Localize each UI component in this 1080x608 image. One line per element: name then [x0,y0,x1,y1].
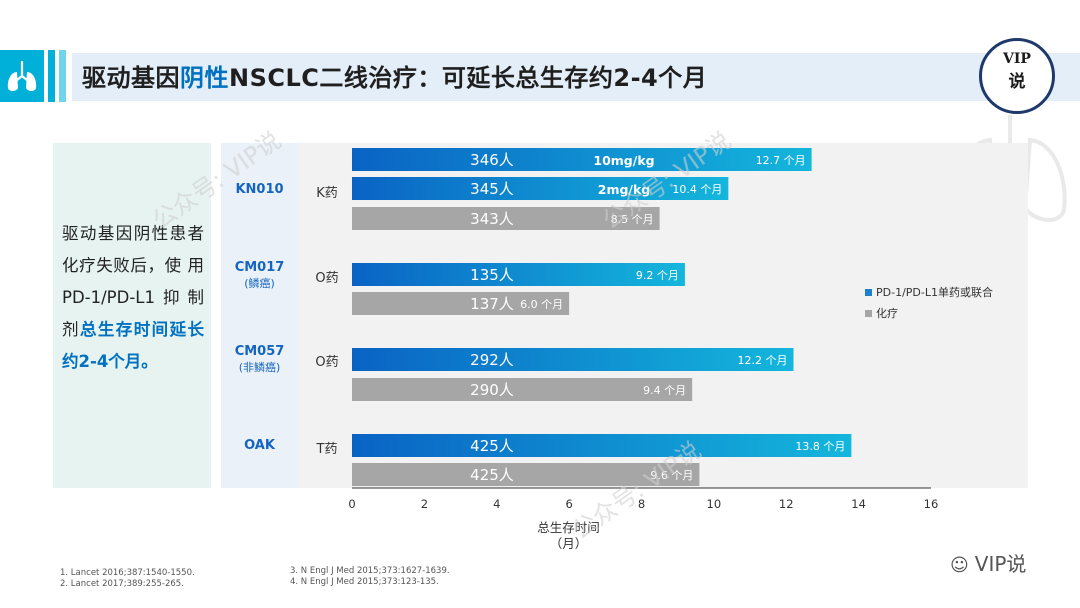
x-tick-label-8: 16 [924,497,939,511]
title-highlight: 阴性 [180,64,229,92]
x-tick-label-4: 8 [638,497,645,511]
bar-value-label-8: 9.6 个月 [650,469,693,482]
bar-n-label-6: 290人 [470,381,514,399]
trial-label-kn010: KN010 [221,182,298,198]
bar-value-label-2: 8.5 个月 [611,213,654,226]
trial-sub-cm017: (鳞癌) [244,277,275,290]
trial-label-panel [221,143,298,488]
footnote-left: 1. Lancet 2016;387:1540-1550. 2. Lancet … [60,568,195,590]
drug-label-cm057: O药 [315,355,339,370]
bar-dose-label-0: 10mg/kg [593,153,654,168]
wechat-icon: ☺ [950,555,969,576]
trial-name-kn010: KN010 [235,182,284,197]
legend-label-1: 化疗 [876,306,898,320]
trial-name-cm017: CM017 [234,260,285,275]
bar-n-label-5: 292人 [470,351,514,369]
drug-label-kn010: K药 [316,186,338,201]
bar-value-label-0: 12.7 个月 [756,154,806,167]
bar-1 [352,177,729,200]
bar-8 [352,463,700,486]
x-tick-label-0: 0 [348,497,355,511]
bar-7 [352,434,852,457]
bar-n-label-2: 343人 [470,210,514,228]
x-tick-label-5: 10 [707,497,722,511]
summary-text-emphasis: 总生存时间延长约2-4个月。 [62,320,205,371]
bar-n-label-1: 345人 [470,180,514,198]
header-accent-bar-light [59,50,66,102]
legend-swatch-0 [865,289,872,296]
wechat-label: VIP说 [974,552,1027,576]
bar-0 [352,148,812,171]
bar-n-label-4: 137人 [470,295,514,313]
bar-dose-label-1: 2mg/kg [598,182,651,197]
bar-3 [352,263,685,286]
drug-label-oak: T药 [316,442,338,457]
trial-label-cm057: CM057 (非鳞癌) [221,344,298,376]
trial-name-cm057: CM057 [234,344,285,359]
plot-panel [298,143,1028,488]
vip-badge: VIP 说 [979,38,1055,114]
bar-value-label-5: 12.2 个月 [737,354,787,367]
lungs-icon [0,50,44,102]
wechat-account: ☺ VIP说 [950,548,1026,577]
drug-label-cm017: O药 [315,271,339,286]
bar-5 [352,348,794,371]
x-tick-label-2: 4 [493,497,500,511]
bar-4 [352,292,570,315]
trial-label-cm017: CM017 (鳞癌) [221,260,298,292]
footnote-right: 3. N Engl J Med 2015;373:1627-1639. 4. N… [290,566,450,588]
x-tick-label-7: 14 [851,497,866,511]
bar-n-label-3: 135人 [470,266,514,284]
footnote-4: 4. N Engl J Med 2015;373:123-135. [290,577,439,587]
trial-label-oak: OAK [221,438,298,454]
bar-value-label-4: 6.0 个月 [520,298,563,311]
bar-2 [352,207,660,230]
x-tick-label-6: 12 [779,497,794,511]
legend-swatch-1 [865,310,872,317]
badge-line-2: 说 [1008,72,1026,92]
page-title: 驱动基因阴性NSCLC二线治疗：可延长总生存约2-4个月 [82,58,707,93]
badge-line-1: VIP [1003,51,1031,67]
bar-n-label-7: 425人 [470,437,514,455]
header-accent-bar [48,50,55,102]
x-axis-title: 总生存时间（月） [537,520,600,551]
summary-text-plain: 驱动基因阴性患者化疗失败后，使 用 PD-1/PD-L1抑制剂 [62,224,204,339]
x-tick-label-3: 6 [565,497,572,511]
bar-6 [352,378,693,401]
legend-label-0: PD-1/PD-L1单药或联合 [876,285,993,299]
footnote-3: 3. N Engl J Med 2015;373:1627-1639. [290,566,450,576]
bar-value-label-1: 10.4 个月 [672,183,722,196]
footnote-1: 1. Lancet 2016;387:1540-1550. [60,568,195,578]
header-band [72,53,1080,101]
x-tick-label-1: 2 [421,497,428,511]
bar-value-label-7: 13.8 个月 [795,440,845,453]
bar-value-label-3: 9.2 个月 [636,269,679,282]
trial-name-oak: OAK [244,438,275,453]
summary-box [53,143,211,488]
title-part-1: 驱动基因 [82,64,180,92]
bar-n-label-0: 346人 [470,151,514,169]
bar-n-label-8: 425人 [470,466,514,484]
trial-sub-cm057: (非鳞癌) [238,361,281,374]
watermark-0: 公众号: VIP说 [147,126,286,235]
footnote-2: 2. Lancet 2017;389:255-265. [60,579,184,589]
title-part-2: NSCLC二线治疗：可延长总生存约2-4个月 [229,64,708,92]
bar-value-label-6: 9.4 个月 [643,384,686,397]
summary-text: 驱动基因阴性患者化疗失败后，使 用 PD-1/PD-L1抑制剂总生存时间延长约2… [62,218,204,378]
